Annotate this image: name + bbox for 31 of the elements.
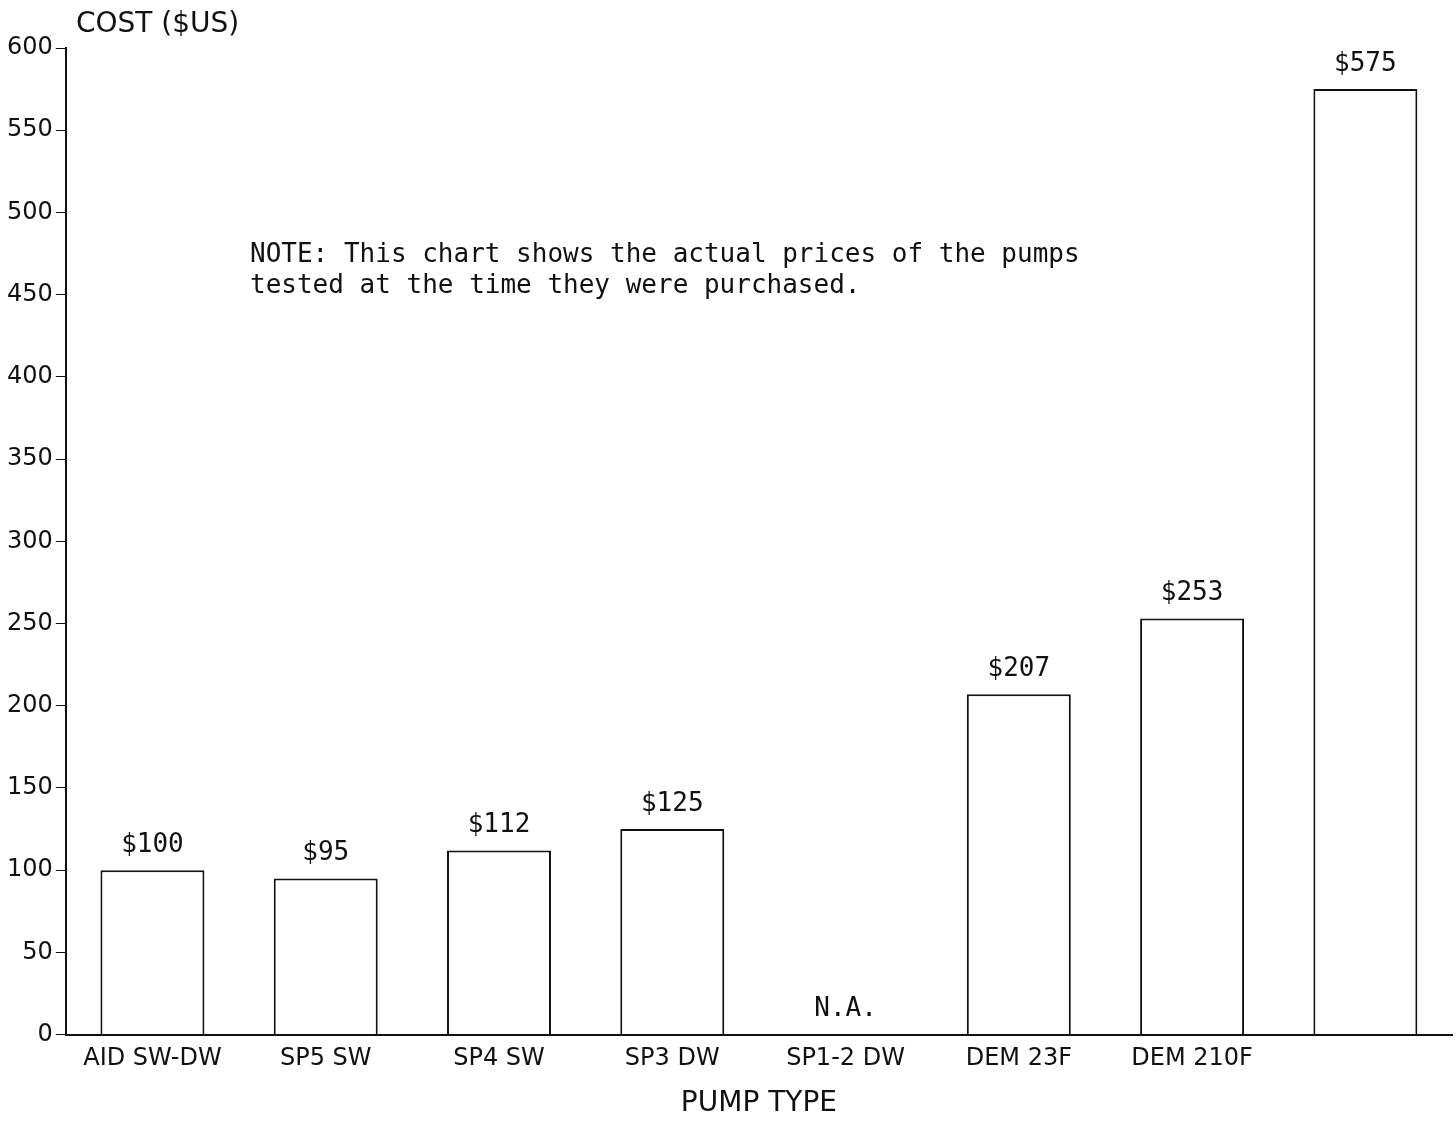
y-tick-label: 500 xyxy=(7,196,53,225)
y-tick-label: 600 xyxy=(7,32,53,61)
text: N.A. xyxy=(814,992,877,1023)
y-tick-label: 350 xyxy=(7,443,53,472)
y-tick-label: 400 xyxy=(7,361,53,390)
data-label: $253 xyxy=(1160,576,1224,607)
data-label: $100 xyxy=(121,827,184,858)
data-label: $112 xyxy=(467,808,531,839)
x-axis-title: PUMP TYPE xyxy=(680,1085,837,1119)
x-tick-label: SP3 DW xyxy=(624,1043,720,1072)
y-tick-label: 200 xyxy=(7,689,53,718)
data-label: $125 xyxy=(640,786,704,817)
y-tick-label: 50 xyxy=(22,936,53,965)
data-label: $575 xyxy=(1334,46,1397,77)
x-tick-label: DEM 23F xyxy=(965,1043,1072,1072)
y-tick-label: 300 xyxy=(7,525,53,554)
x-tick-label: SP5 SW xyxy=(279,1043,372,1072)
data-label: $95 xyxy=(302,836,350,867)
y-tick-label: 450 xyxy=(7,278,53,307)
annotation: NOTE: This chart shows the actual prices of the pumps tested at the time they were purchased. xyxy=(250,238,1081,300)
y-tick-label: 150 xyxy=(7,772,53,801)
x-tick-label: SP4 SW xyxy=(453,1043,545,1072)
data-label: $207 xyxy=(987,651,1051,682)
y-tick-label: 250 xyxy=(7,607,53,636)
x-tick-label: DEM 210F xyxy=(1131,1043,1253,1072)
x-tick-label: SP1-2 DW xyxy=(786,1043,905,1072)
y-tick-label: 0 xyxy=(37,1018,53,1047)
y-axis-title: COST ($US) xyxy=(76,6,240,39)
y-tick-label: 100 xyxy=(7,854,53,883)
x-tick-label: AID SW-DW xyxy=(83,1043,222,1072)
y-tick-label: 550 xyxy=(7,114,53,143)
